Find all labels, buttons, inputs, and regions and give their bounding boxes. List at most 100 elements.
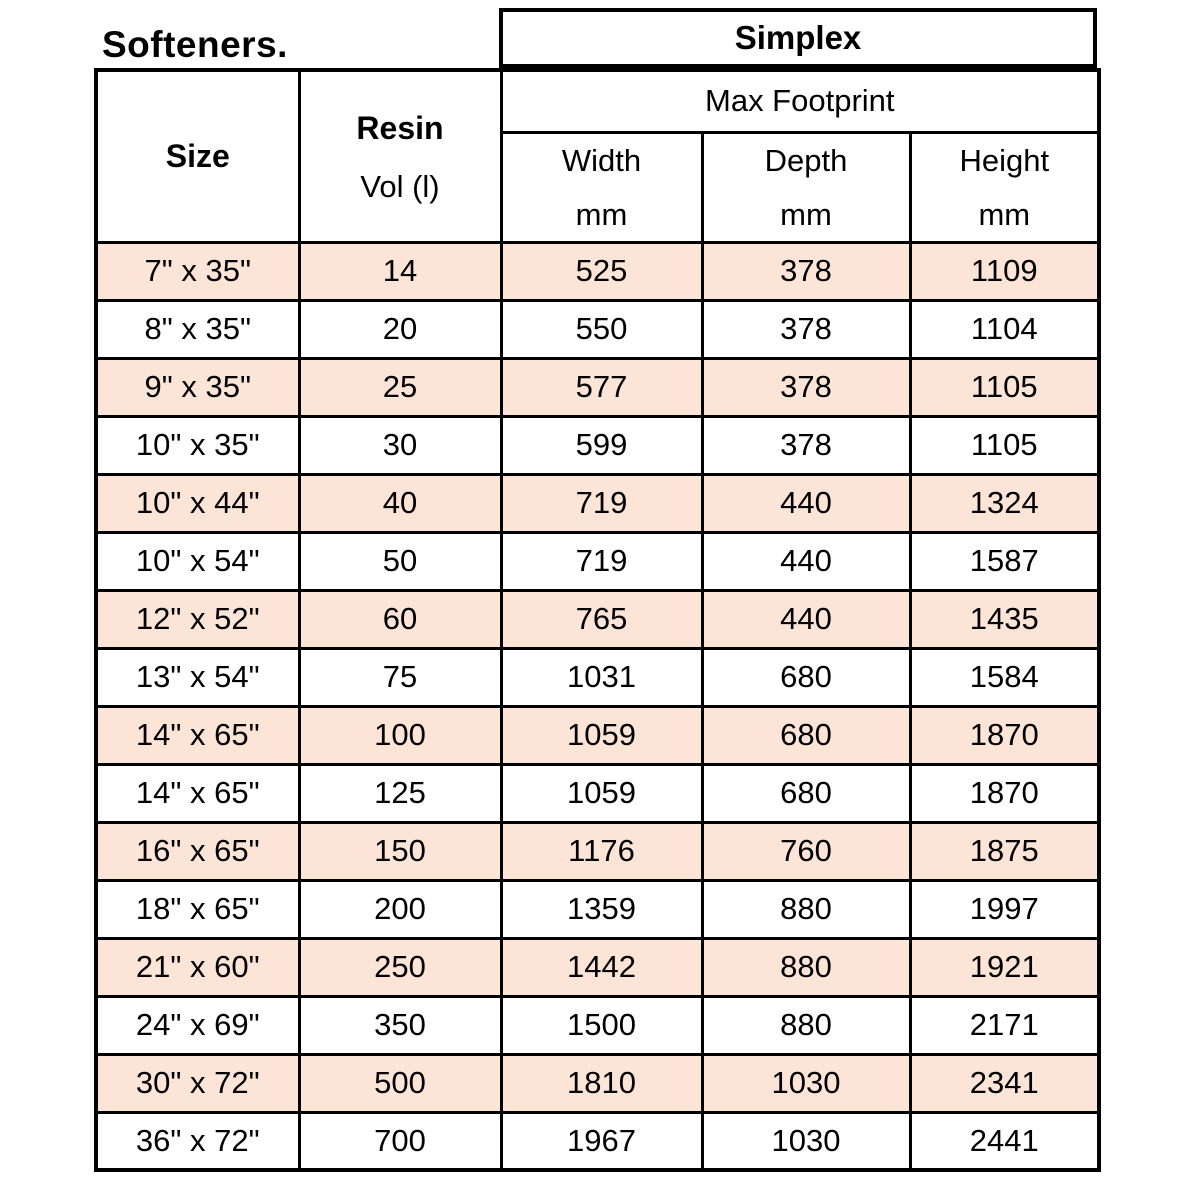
cell-depth: 378 (700, 240, 912, 302)
cell-size: 9" x 35" (94, 356, 301, 418)
cell-resin: 25 (297, 356, 503, 418)
cell-resin: 500 (297, 1052, 503, 1114)
height-label: Height (959, 143, 1050, 178)
cell-width: 1359 (499, 878, 704, 940)
cell-size: 12" x 52" (94, 588, 301, 650)
resin-label: Resin (356, 110, 444, 147)
cell-width: 719 (499, 472, 704, 534)
cell-resin: 14 (297, 240, 503, 302)
depth-label: Depth (764, 143, 848, 178)
resin-unit-label: Vol (l) (360, 169, 440, 205)
cell-resin: 75 (297, 646, 503, 708)
softeners-table: Size Resin Vol (l) Max Footprint Width m… (94, 68, 1102, 1172)
cell-height: 1435 (908, 588, 1101, 650)
column-header-height: Height mm (908, 130, 1101, 244)
cell-resin: 150 (297, 820, 503, 882)
cell-depth: 880 (700, 994, 912, 1056)
cell-size: 14" x 65" (94, 762, 301, 824)
column-header-resin: Resin Vol (l) (297, 68, 503, 244)
table-row: 14" x 65" 100 1059 680 1870 (94, 704, 1101, 766)
max-footprint-label: Max Footprint (705, 83, 895, 119)
cell-size: 30" x 72" (94, 1052, 301, 1114)
width-label: Width (561, 143, 642, 178)
cell-size: 10" x 54" (94, 530, 301, 592)
cell-resin: 20 (297, 298, 503, 360)
cell-size: 36" x 72" (94, 1110, 301, 1172)
cell-resin: 125 (297, 762, 503, 824)
cell-depth: 680 (700, 704, 912, 766)
table-row: 16" x 65" 150 1176 760 1875 (94, 820, 1101, 882)
cell-depth: 880 (700, 878, 912, 940)
cell-size: 14" x 65" (94, 704, 301, 766)
cell-depth: 440 (700, 472, 912, 534)
cell-size: 18" x 65" (94, 878, 301, 940)
cell-depth: 760 (700, 820, 912, 882)
table-row: 36" x 72" 700 1967 1030 2441 (94, 1110, 1101, 1172)
cell-resin: 100 (297, 704, 503, 766)
table-row: 9" x 35" 25 577 378 1105 (94, 356, 1101, 418)
cell-height: 2441 (908, 1110, 1101, 1172)
cell-width: 1059 (499, 762, 704, 824)
table-row: 24" x 69" 350 1500 880 2171 (94, 994, 1101, 1056)
height-unit: mm (978, 196, 1031, 232)
cell-depth: 440 (700, 530, 912, 592)
cell-width: 1031 (499, 646, 704, 708)
cell-size: 24" x 69" (94, 994, 301, 1056)
table-header: Size Resin Vol (l) Max Footprint Width m… (94, 68, 1101, 244)
cell-width: 525 (499, 240, 704, 302)
cell-depth: 378 (700, 356, 912, 418)
depth-unit: mm (780, 196, 832, 232)
cell-depth: 378 (700, 414, 912, 476)
table-row: 10" x 54" 50 719 440 1587 (94, 530, 1101, 592)
cell-resin: 50 (297, 530, 503, 592)
column-header-max-footprint: Max Footprint (499, 68, 1101, 134)
cell-width: 1176 (499, 820, 704, 882)
cell-width: 765 (499, 588, 704, 650)
page-title: Softeners. (102, 24, 288, 65)
cell-height: 2171 (908, 994, 1101, 1056)
cell-depth: 680 (700, 646, 912, 708)
cell-resin: 40 (297, 472, 503, 534)
table-row: 18" x 65" 200 1359 880 1997 (94, 878, 1101, 940)
top-band: Softeners. Simplex (94, 8, 1097, 68)
table-row: 10" x 35" 30 599 378 1105 (94, 414, 1101, 476)
cell-resin: 30 (297, 414, 503, 476)
cell-depth: 680 (700, 762, 912, 824)
cell-height: 2341 (908, 1052, 1101, 1114)
cell-size: 16" x 65" (94, 820, 301, 882)
cell-height: 1870 (908, 762, 1101, 824)
cell-height: 1105 (908, 414, 1101, 476)
cell-height: 1104 (908, 298, 1101, 360)
width-unit: mm (575, 196, 628, 232)
cell-resin: 250 (297, 936, 503, 998)
cell-width: 550 (499, 298, 704, 360)
table-body: 7" x 35" 14 525 378 1109 8" x 35" 20 550… (94, 240, 1101, 1172)
column-header-depth: Depth mm (700, 130, 912, 244)
cell-height: 1921 (908, 936, 1101, 998)
cell-width: 719 (499, 530, 704, 592)
column-header-size: Size (94, 68, 301, 244)
cell-resin: 350 (297, 994, 503, 1056)
cell-width: 1810 (499, 1052, 704, 1114)
title-area: Softeners. (94, 8, 499, 68)
table-row: 10" x 44" 40 719 440 1324 (94, 472, 1101, 534)
cell-height: 1584 (908, 646, 1101, 708)
cell-depth: 1030 (700, 1052, 912, 1114)
cell-resin: 60 (297, 588, 503, 650)
cell-height: 1587 (908, 530, 1101, 592)
table-row: 14" x 65" 125 1059 680 1870 (94, 762, 1101, 824)
column-header-width: Width mm (499, 130, 704, 244)
cell-height: 1870 (908, 704, 1101, 766)
cell-height: 1105 (908, 356, 1101, 418)
cell-size: 21" x 60" (94, 936, 301, 998)
cell-depth: 880 (700, 936, 912, 998)
cell-size: 13" x 54" (94, 646, 301, 708)
cell-width: 1500 (499, 994, 704, 1056)
table-row: 8" x 35" 20 550 378 1104 (94, 298, 1101, 360)
cell-height: 1324 (908, 472, 1101, 534)
cell-height: 1997 (908, 878, 1101, 940)
spec-sheet: Softeners. Simplex Size Resin Vol (l) Ma… (94, 8, 1102, 1172)
cell-resin: 200 (297, 878, 503, 940)
cell-height: 1875 (908, 820, 1101, 882)
cell-size: 10" x 35" (94, 414, 301, 476)
